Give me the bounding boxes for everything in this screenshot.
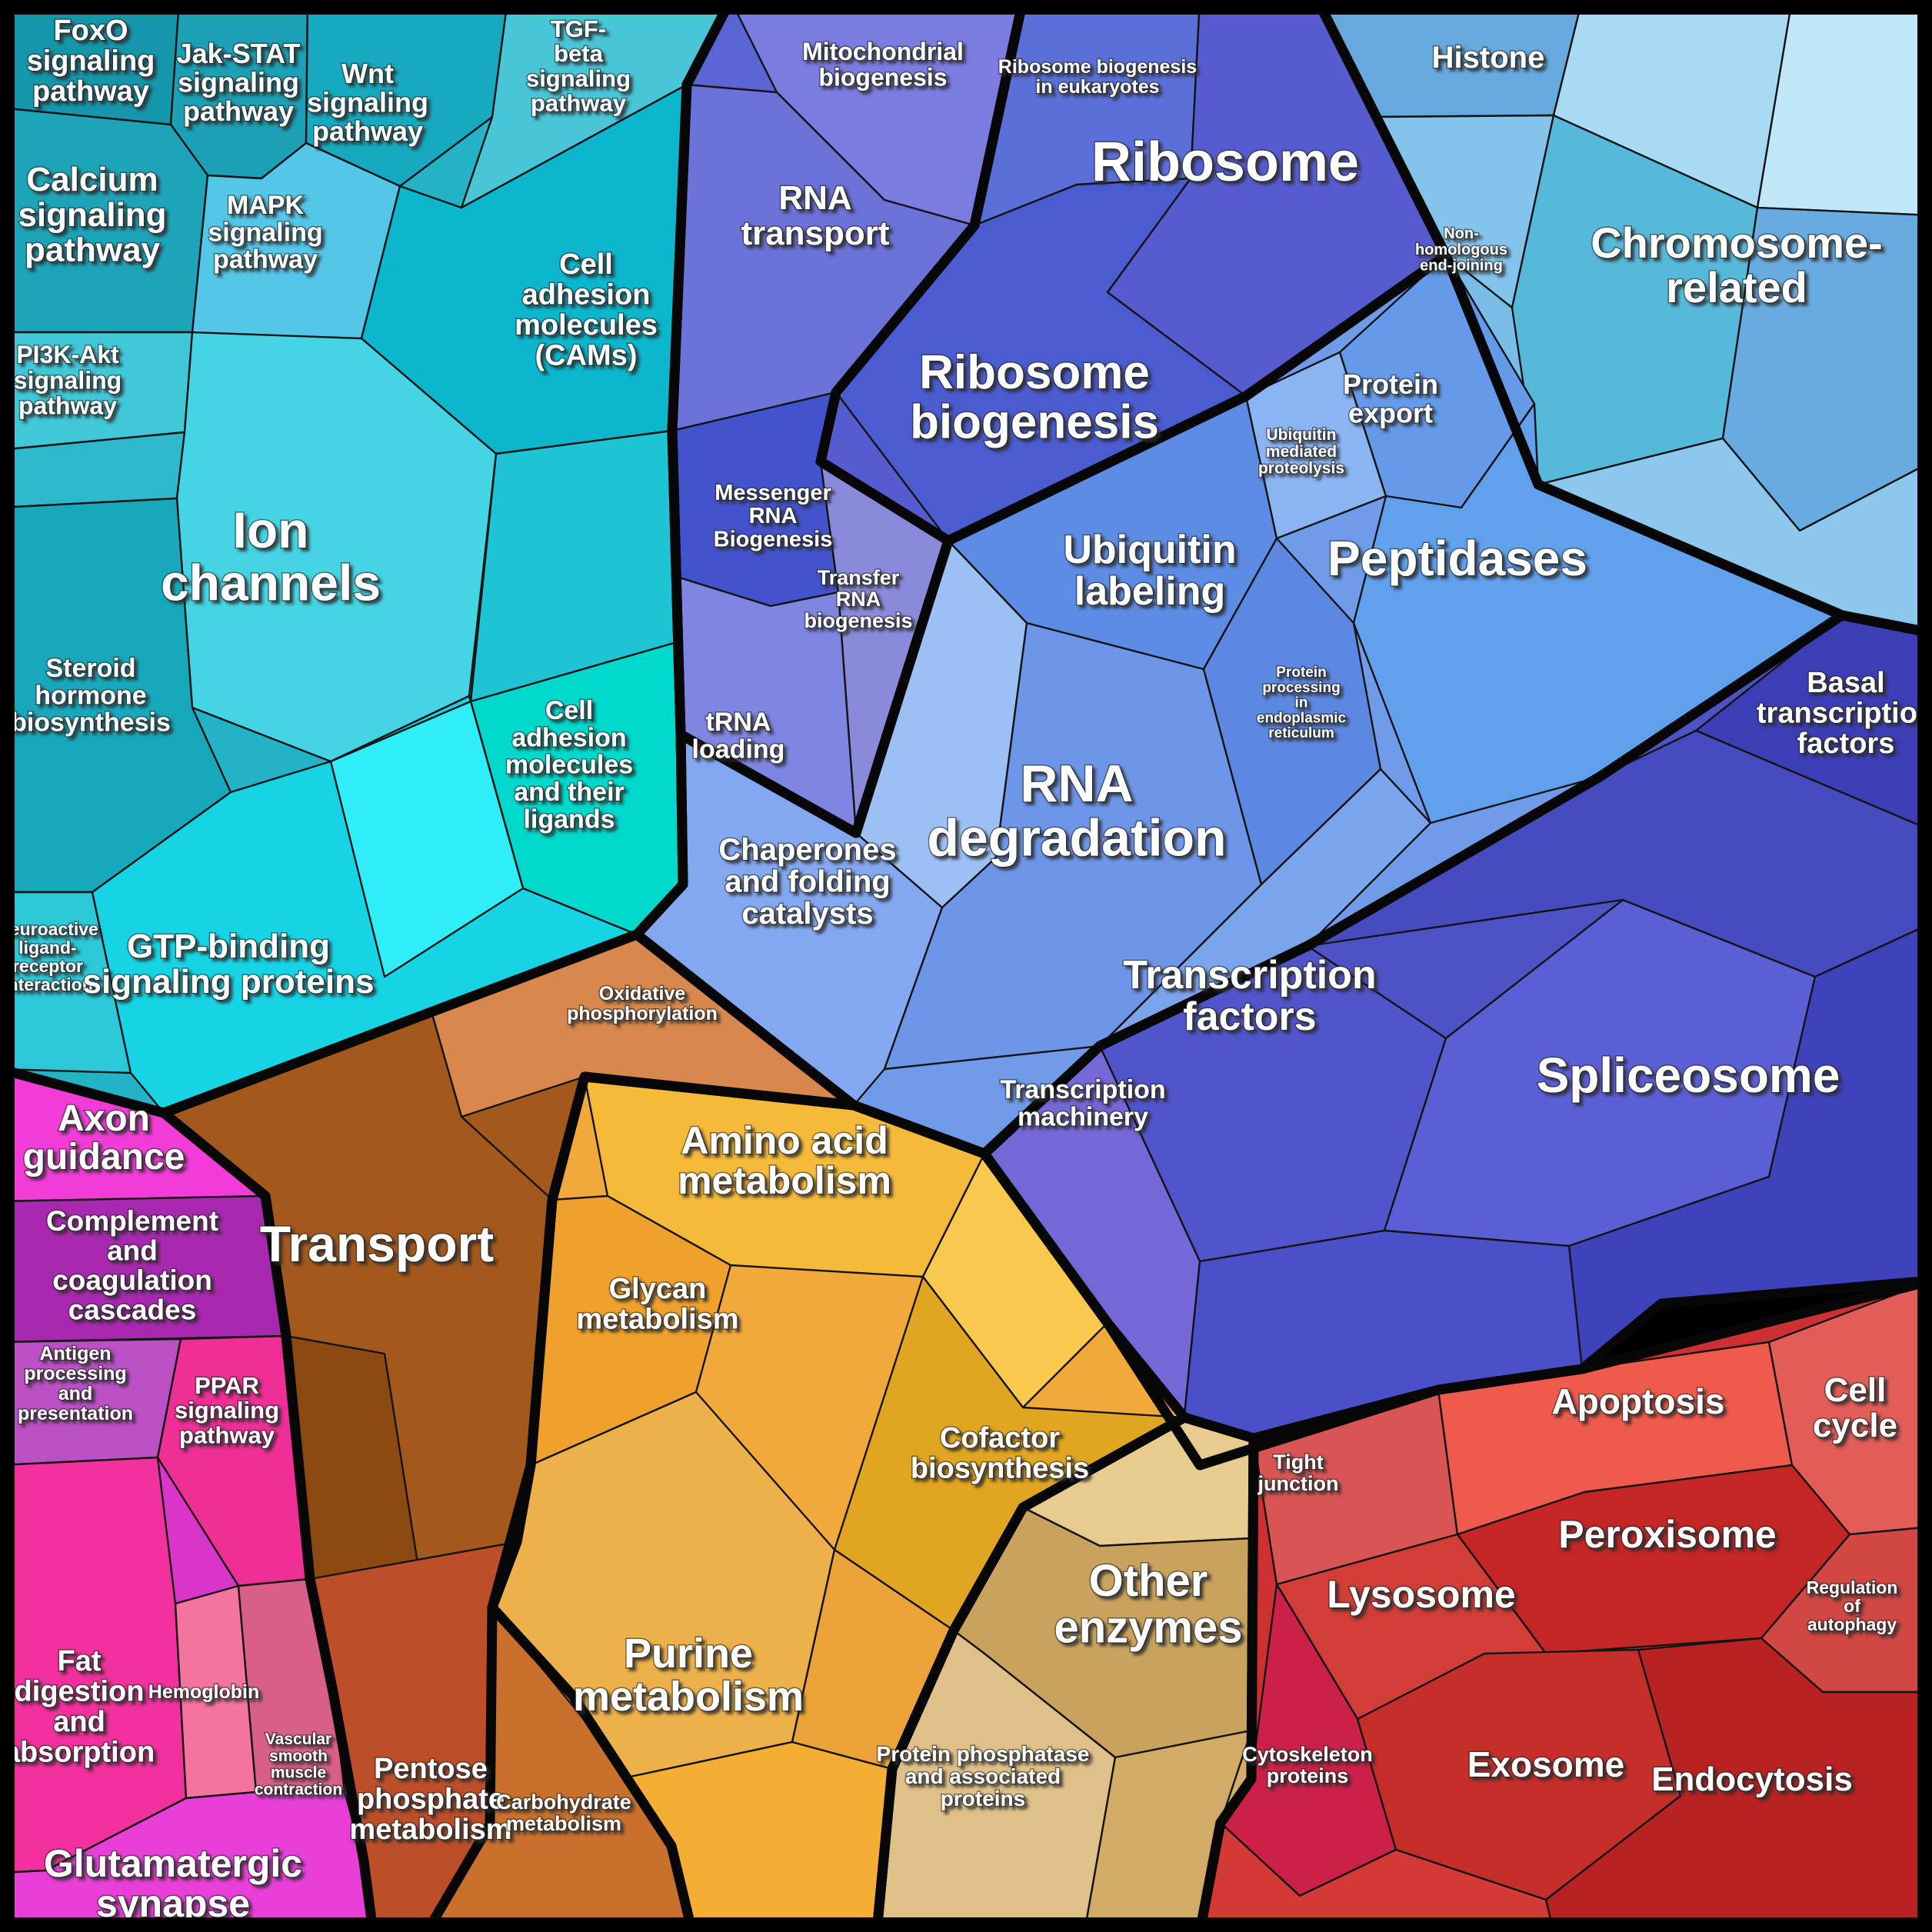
protein-phosphatase-and-associated-proteins-label: Protein phosphatase and associated protein… (877, 1742, 1090, 1810)
non-homologous-end-joining-label: Non-homologous end-joining (1415, 225, 1507, 275)
glycan-metabolism-label: Glycan metabolism (576, 1273, 738, 1336)
transcription-factors-label: Transcription factors (1123, 953, 1376, 1039)
peptidases-label: Peptidases (1327, 531, 1587, 586)
steroid-hormone-biosynthesis-label: Steroid hormone biosynthesis (11, 654, 171, 738)
tight-junction-label: Tight junction (1257, 1451, 1339, 1495)
group-border-cellular-processes (1194, 1275, 1932, 1932)
carbohydrate-metabolism-label: Carbohydrate metabolism (496, 1790, 631, 1835)
oxidative-phosphorylation-label: Oxidative phosphorylation (567, 983, 718, 1024)
cytoskeleton-proteins-label: Cytoskeleton proteins (1242, 1743, 1373, 1787)
hemoglobin-label: Hemoglobin (148, 1681, 259, 1703)
complement-and-coagulation-cascades-label: Complement and coagulation cascades (46, 1205, 218, 1325)
tgf-beta-signaling-pathway-label: TGF-beta signaling pathway (526, 15, 631, 117)
protein-export-label: Protein export (1343, 368, 1438, 428)
trna-loading-label: tRNA loading (692, 708, 785, 764)
endocytosis-label: Endocytosis (1651, 1760, 1853, 1798)
pi3k-akt-signaling-pathway-label: PI3K-Akt signaling pathway (14, 341, 122, 420)
jak-stat-signaling-pathway-label: Jak-STAT signaling pathway (177, 38, 301, 127)
group-transcription (983, 614, 1932, 1467)
group-other-enzymes-group (875, 1416, 1255, 1932)
transport-label: Transport (260, 1215, 494, 1272)
ubiquitin-mediated-proteolysis-label: Ubiquitin mediated proteolysis (1258, 426, 1344, 478)
regulation-of-autophagy-label: Regulation of autophagy (1807, 1577, 1898, 1634)
foxo-signaling-pathway-label: FoxO signaling pathway (27, 15, 155, 108)
cell-adhesion-molecules-and-their-ligands-label: Cell adhesion molecules and their ligands (505, 696, 633, 834)
wnt-signaling-pathway-label: Wnt signaling pathway (307, 58, 428, 147)
purine-metabolism-label: Purine metabolism (573, 1631, 804, 1720)
cell-cycle-label: Cell cycle (1813, 1371, 1897, 1444)
other-enzymes-label: Other enzymes (1054, 1556, 1242, 1652)
gtp-fill-cell[interactable] (329, 700, 525, 978)
fat-digestion-and-absorption-label: Fat digestion and absorption (4, 1645, 155, 1769)
endocytosis-cell[interactable] (1544, 1637, 1932, 1932)
apoptosis-label: Apoptosis (1552, 1381, 1725, 1421)
fsd-fill-cell[interactable] (1098, 768, 1432, 1048)
ribosome-biogenesis-in-eukaryotes-label: Ribosome biogenesis in eukaryotes (998, 56, 1197, 98)
wnt-signaling-pathway-cell[interactable] (305, 0, 509, 188)
lysosome-label: Lysosome (1327, 1573, 1515, 1616)
mitochondrial-biogenesis-label: Mitochondrial biogenesis (802, 38, 964, 91)
rna-transport-label: RNA transport (741, 179, 889, 252)
calcium-signaling-pathway-label: Calcium signaling pathway (18, 161, 166, 269)
neuroactive-ligand-receptor-interaction-label: Neuroactive ligand-receptor interaction (0, 919, 98, 994)
antigen-processing-and-presentation-label: Antigen processing and presentation (18, 1343, 133, 1424)
peroxisome-label: Peroxisome (1558, 1513, 1776, 1556)
vascular-smooth-muscle-contraction-label: Vascular smooth muscle contraction (255, 1730, 342, 1799)
group-cellular-processes (1198, 1279, 1932, 1932)
transfer-rna-biogenesis-label: Transfer RNA biogenesis (804, 566, 912, 632)
ppar-signaling-pathway-label: PPAR signaling pathway (175, 1372, 279, 1448)
messenger-rna-biogenesis-label: Messenger RNA Biogenesis (714, 481, 833, 551)
lb-pale-2-cell[interactable] (1756, 0, 1932, 217)
cell-adhesion-molecules-cams-label: Cell adhesion molecules (CAMs) (515, 248, 658, 372)
histone-label: Histone (1432, 41, 1545, 75)
group-translation (821, 0, 1447, 542)
ion-channels-label: Ion channels (161, 501, 381, 611)
exosome-label: Exosome (1467, 1744, 1625, 1784)
group-folding-sorting-degradation (635, 254, 1844, 1154)
rna-degradation-label: RNA degradation (927, 754, 1226, 868)
group-signaling (0, 0, 732, 1114)
protein-processing-in-endoplasmic-reticulum-label: Protein processing in endoplasmic reticulum (1257, 665, 1347, 741)
gtp-binding-signaling-proteins-label: GTP-binding signaling proteins (83, 928, 375, 1001)
protein-processing-in-endoplasmic-reticulum-cell[interactable] (1202, 537, 1382, 886)
chaperones-and-folding-catalysts-label: Chaperones and folding catalysts (718, 833, 896, 931)
amino-acid-metabolism-label: Amino acid metabolism (678, 1119, 891, 1202)
spliceosome-label: Spliceosome (1537, 1048, 1840, 1103)
axon-guidance-label: Axon guidance (23, 1098, 185, 1178)
red-fill-sw-cell[interactable] (1198, 1821, 1555, 1932)
group-metabolism (491, 1075, 1186, 1932)
group-border-transcription (979, 610, 1932, 1471)
group-chromosome-dna (1316, 0, 1932, 635)
ribosome-biogenesis-label: Ribosome biogenesis (910, 346, 1159, 448)
mapk-signaling-pathway-label: MAPK signaling pathway (208, 191, 322, 275)
transcription-machinery-label: Transcription machinery (1000, 1075, 1165, 1131)
chromosome-related-label: Chromosome-related (1591, 218, 1883, 311)
ubiquitin-labeling-label: Ubiquitin labeling (1063, 528, 1236, 614)
group-rna-biogenesis (671, 0, 1024, 834)
pentose-phosphate-metabolism-label: Pentose phosphate metabolism (349, 1753, 511, 1846)
cofactor-biosynthesis-label: Cofactor biosynthesis (911, 1422, 1089, 1485)
basal-transcription-factors-label: Basal transcription factors (1757, 667, 1932, 760)
ribosome-label: Ribosome (1091, 132, 1359, 193)
